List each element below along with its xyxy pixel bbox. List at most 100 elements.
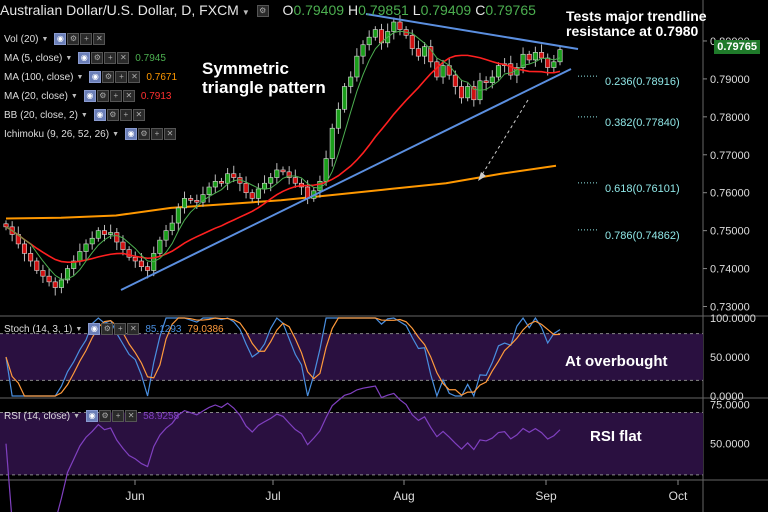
indicator-label[interactable]: Ichimoku (9, 26, 52, 26) xyxy=(4,128,110,140)
rsi-tick-label: 50.0000 xyxy=(710,439,750,451)
close-icon[interactable]: ✕ xyxy=(117,52,130,64)
close-icon[interactable]: ✕ xyxy=(128,71,141,83)
settings-icon[interactable]: ⚙ xyxy=(101,323,114,335)
rsi-value: 58.9258 xyxy=(143,410,180,422)
settings-icon[interactable]: ⚙ xyxy=(96,90,109,102)
chevron-down-icon[interactable]: ▼ xyxy=(73,412,81,420)
y-tick-label: 0.78000 xyxy=(710,112,750,124)
candle-body xyxy=(317,181,323,192)
support-trendline xyxy=(120,68,572,291)
ohlc-key: O xyxy=(282,2,294,18)
indicator-value: 0.7945 xyxy=(135,52,166,64)
eye-icon[interactable]: ◉ xyxy=(93,109,106,121)
stoch-tick-label: 50.0000 xyxy=(710,352,750,364)
settings-icon[interactable]: ⚙ xyxy=(138,128,150,140)
ohlc-key: H xyxy=(348,2,359,18)
chevron-down-icon[interactable]: ▼ xyxy=(76,73,84,81)
candle-body xyxy=(268,177,274,184)
indicator-label[interactable]: MA (100, close) xyxy=(4,71,74,83)
rsi-tick-label: 75.0000 xyxy=(710,400,750,412)
add-icon[interactable]: + xyxy=(115,71,128,83)
chevron-down-icon[interactable]: ▼ xyxy=(75,325,83,333)
indicator-label[interactable]: BB (20, close, 2) xyxy=(4,109,78,121)
y-tick-label: 0.77000 xyxy=(710,150,750,162)
candle-body xyxy=(489,76,495,83)
eye-icon[interactable]: ◉ xyxy=(125,128,137,140)
candle-body xyxy=(212,181,218,188)
chevron-down-icon[interactable]: ▼ xyxy=(112,130,119,138)
add-icon[interactable]: + xyxy=(104,52,117,64)
settings-icon[interactable]: ⚙ xyxy=(91,52,104,64)
settings-icon[interactable]: ⚙ xyxy=(106,109,119,121)
candle-body xyxy=(169,222,175,231)
candle-body xyxy=(526,53,532,61)
candle-body xyxy=(28,253,34,262)
settings-icon[interactable]: ⚙ xyxy=(256,5,269,18)
candle-body xyxy=(323,158,329,182)
chevron-down-icon[interactable]: ▼ xyxy=(80,111,88,119)
close-icon[interactable]: ✕ xyxy=(93,33,106,45)
candle-body xyxy=(422,46,428,57)
settings-icon[interactable]: ⚙ xyxy=(99,410,112,422)
stoch-tick-label: 0.0000 xyxy=(710,391,744,403)
indicator-label[interactable]: MA (5, close) xyxy=(4,52,63,64)
stoch-label[interactable]: Stoch (14, 3, 1) xyxy=(4,323,73,335)
candle-body xyxy=(378,29,384,44)
candle-body xyxy=(120,241,126,250)
pattern-annotation: Symmetric triangle pattern xyxy=(202,59,326,97)
settings-icon[interactable]: ⚙ xyxy=(102,71,115,83)
add-icon[interactable]: + xyxy=(80,33,93,45)
symbol-title[interactable]: Australian Dollar/U.S. Dollar, D, FXCM xyxy=(0,2,239,18)
candle-body xyxy=(440,65,446,78)
close-icon[interactable]: ✕ xyxy=(164,128,176,140)
candle-body xyxy=(46,275,52,283)
eye-icon[interactable]: ◉ xyxy=(89,71,102,83)
candle-body xyxy=(483,80,489,83)
candle-body xyxy=(495,65,501,78)
indicator-row: BB (20, close, 2) ▼ ◉ ⚙ + ✕ xyxy=(4,109,151,121)
rsi-annotation: RSI flat xyxy=(590,428,642,445)
candle-body xyxy=(231,173,237,178)
close-icon[interactable]: ✕ xyxy=(127,323,140,335)
add-icon[interactable]: + xyxy=(112,410,125,422)
candle-body xyxy=(200,194,206,203)
candle-body xyxy=(138,260,144,267)
candle-body xyxy=(539,52,545,59)
eye-icon[interactable]: ◉ xyxy=(88,323,101,335)
candle-body xyxy=(194,199,200,203)
settings-icon[interactable]: ⚙ xyxy=(67,33,80,45)
add-icon[interactable]: + xyxy=(114,323,127,335)
rsi-label[interactable]: RSI (14, close) xyxy=(4,410,71,422)
rsi-header: RSI (14, close) ▼ ◉ ⚙ + ✕ 58.9258 xyxy=(4,410,179,422)
candle-body xyxy=(557,49,563,63)
eye-icon[interactable]: ◉ xyxy=(78,52,91,64)
eye-icon[interactable]: ◉ xyxy=(54,33,67,45)
candle-body xyxy=(274,169,280,178)
candle-body xyxy=(249,192,255,199)
candle-body xyxy=(520,53,526,68)
candle-body xyxy=(280,169,286,173)
stoch-band xyxy=(0,333,703,381)
x-tick-label: Sep xyxy=(535,489,557,503)
x-tick-label: Jun xyxy=(125,489,144,503)
close-icon[interactable]: ✕ xyxy=(125,410,138,422)
add-icon[interactable]: + xyxy=(119,109,132,121)
indicator-row: MA (5, close) ▼ ◉ ⚙ + ✕ 0.7945 xyxy=(4,52,166,64)
rsi-line xyxy=(5,385,561,512)
candle-body xyxy=(354,55,360,78)
chevron-down-icon[interactable]: ▼ xyxy=(41,35,49,43)
eye-icon[interactable]: ◉ xyxy=(86,410,99,422)
close-icon[interactable]: ✕ xyxy=(122,90,135,102)
add-icon[interactable]: + xyxy=(109,90,122,102)
candle-body xyxy=(58,279,64,288)
chevron-down-icon[interactable]: ▼ xyxy=(70,92,78,100)
candle-body xyxy=(397,21,403,30)
add-icon[interactable]: + xyxy=(151,128,163,140)
close-icon[interactable]: ✕ xyxy=(132,109,145,121)
chevron-down-icon[interactable]: ▼ xyxy=(241,8,250,17)
indicator-label[interactable]: Vol (20) xyxy=(4,33,39,45)
projection-arrow xyxy=(479,99,529,179)
chevron-down-icon[interactable]: ▼ xyxy=(65,54,73,62)
eye-icon[interactable]: ◉ xyxy=(83,90,96,102)
indicator-label[interactable]: MA (20, close) xyxy=(4,90,68,102)
